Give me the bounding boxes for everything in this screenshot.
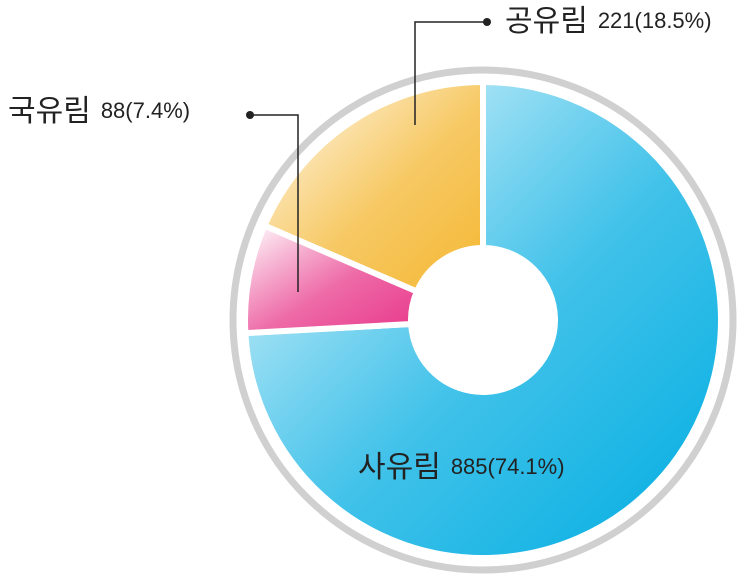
leader-line xyxy=(414,21,487,125)
category-name: 공유림 xyxy=(505,4,588,39)
outer-ring xyxy=(229,66,737,574)
category-name: 사유림 xyxy=(358,450,441,485)
leader-line xyxy=(250,114,299,292)
value-label: 221(18.5%) xyxy=(598,8,712,33)
slice xyxy=(242,78,724,561)
value-label: 88(7.4%) xyxy=(101,98,190,123)
category-name: 국유림 xyxy=(8,94,91,129)
slice-label: 공유림 221(18.5%) xyxy=(505,4,712,39)
leader-dot xyxy=(246,111,254,119)
leader-dot xyxy=(483,18,491,26)
value-label: 885(74.1%) xyxy=(451,454,565,479)
slice xyxy=(260,78,486,296)
slice-label: 사유림 885(74.1%) xyxy=(358,450,565,485)
slice-label: 국유림 88(7.4%) xyxy=(8,94,190,129)
